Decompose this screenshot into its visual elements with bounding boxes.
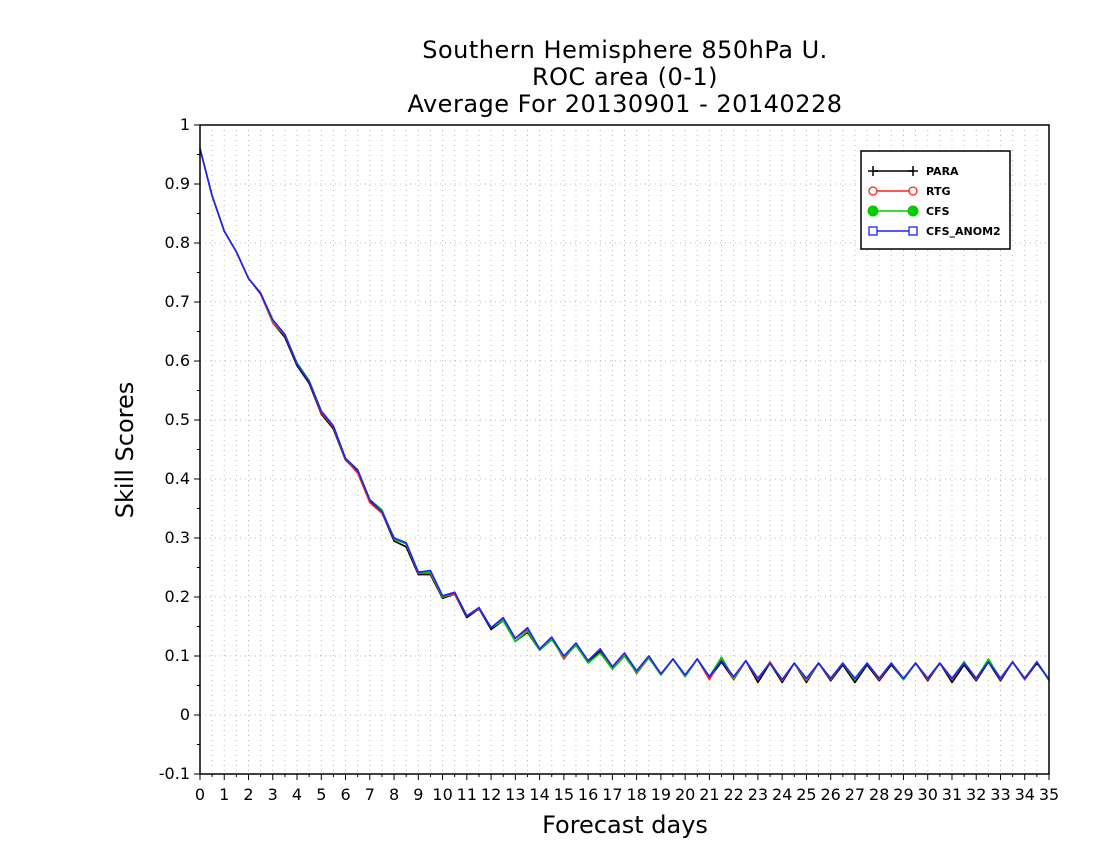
y-tick-label: 0.5: [165, 410, 190, 429]
legend-item-cfs: CFS: [867, 205, 950, 218]
x-tick-label: 16: [578, 785, 598, 804]
chart-title-line-1: Southern Hemisphere 850hPa U.: [422, 36, 828, 64]
grid: [200, 125, 1049, 774]
x-tick-label: 4: [292, 785, 302, 804]
x-tick-label: 9: [413, 785, 423, 804]
open-square-marker-icon: [868, 226, 878, 236]
x-tick-label: 5: [316, 785, 326, 804]
x-tick-label: 31: [942, 785, 962, 804]
x-tick-label: 34: [1015, 785, 1035, 804]
open-circle-marker-icon: [868, 186, 878, 196]
x-tick-label: 22: [723, 785, 743, 804]
x-tick-label: 23: [748, 785, 768, 804]
y-tick-label: 0.2: [165, 587, 190, 606]
x-tick-label: 3: [268, 785, 278, 804]
x-tick-label: 18: [626, 785, 646, 804]
x-tick-label: 35: [1039, 785, 1059, 804]
y-tick-label: 0.8: [165, 233, 190, 252]
plus-marker-icon: [908, 166, 918, 176]
filled-circle-marker-icon: [907, 205, 919, 217]
x-axis-title: Forecast days: [542, 811, 708, 839]
x-tick-label: 29: [893, 785, 913, 804]
axis-ticks: -0.100.10.20.30.40.50.60.70.80.910 1 2 3 4 5 6…: [159, 115, 1059, 804]
x-tick-label: 32: [966, 785, 986, 804]
legend-label: CFS: [926, 205, 950, 218]
y-tick-label: 1: [180, 115, 190, 134]
legend-box: [860, 150, 1011, 250]
series-line-cfs-anom2: [199, 148, 1050, 681]
x-tick-label: 15: [554, 785, 574, 804]
x-tick-label: 11: [457, 785, 477, 804]
x-tick-label: 21: [699, 785, 719, 804]
x-tick-label: 27: [845, 785, 865, 804]
x-tick-label: 2: [243, 785, 253, 804]
legend-item-cfs-anom2: CFS_ANOM2: [868, 225, 1001, 238]
x-tick-label: 8: [389, 785, 399, 804]
legend-item-para: PARA: [868, 165, 959, 178]
chart-title-line-2: ROC area (0-1): [531, 63, 719, 91]
x-tick-label: 33: [990, 785, 1010, 804]
open-square-marker-icon: [908, 226, 918, 236]
x-tick-label: 19: [651, 785, 671, 804]
x-tick-label: 14: [529, 785, 549, 804]
x-tick-label: 6: [340, 785, 350, 804]
x-tick-label: 26: [821, 785, 841, 804]
y-tick-label: 0: [180, 705, 190, 724]
x-tick-label: 28: [869, 785, 889, 804]
y-tick-label: 0.6: [165, 351, 190, 370]
x-tick-label: 24: [772, 785, 792, 804]
y-tick-label: -0.1: [159, 764, 190, 783]
filled-circle-marker-icon: [867, 205, 879, 217]
y-tick-label: 0.7: [165, 292, 190, 311]
legend-label: RTG: [926, 185, 951, 198]
open-circle-marker-icon: [908, 186, 918, 196]
x-tick-label: 12: [481, 785, 501, 804]
series-lines: [199, 148, 1050, 684]
x-tick-label: 25: [796, 785, 816, 804]
plus-marker-icon: [868, 166, 878, 176]
x-tick-label: 17: [602, 785, 622, 804]
y-axis-title: Skill Scores: [111, 382, 139, 519]
x-tick-label: 10: [432, 785, 452, 804]
x-tick-label: 1: [219, 785, 229, 804]
legend-label: PARA: [926, 165, 959, 178]
x-tick-label: 0: [195, 785, 205, 804]
legend-label: CFS_ANOM2: [926, 225, 1001, 238]
x-tick-label: 30: [918, 785, 938, 804]
y-tick-label: 0.1: [165, 646, 190, 665]
x-tick-label: 7: [365, 785, 375, 804]
chart-title-line-3: Average For 20130901 - 20140228: [407, 90, 843, 118]
y-tick-label: 0.4: [165, 469, 190, 488]
x-tick-label: 13: [505, 785, 525, 804]
x-tick-label: 20: [675, 785, 695, 804]
legend: PARA RTG CFS CFS_ANOM2: [860, 150, 1011, 250]
y-tick-label: 0.3: [165, 528, 190, 547]
legend-item-rtg: RTG: [868, 185, 951, 198]
y-tick-label: 0.9: [165, 174, 190, 193]
